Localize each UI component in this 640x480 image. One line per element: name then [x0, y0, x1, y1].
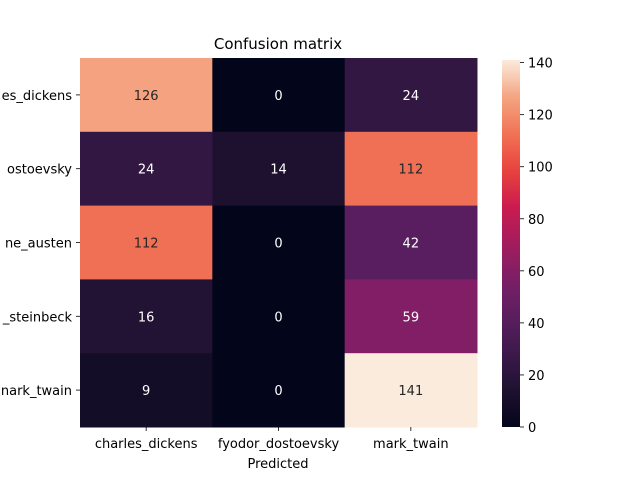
x-tick-label: charles_dickens	[95, 437, 198, 452]
heatmap-cell	[344, 353, 478, 428]
heatmap-cell	[80, 279, 213, 354]
cell-value-label: 0	[274, 237, 282, 252]
heatmap-cell	[80, 353, 213, 428]
colorbar-tick-label: 20	[528, 369, 545, 384]
colorbar-tick-label: 40	[528, 317, 545, 332]
x-axis-label: Predicted	[247, 457, 308, 472]
cell-value-label: 16	[138, 310, 155, 325]
cell-value-label: 112	[134, 237, 159, 252]
heatmap-cell	[80, 131, 213, 207]
x-tick-labels: charles_dickens fyodor_dostoevsky mark_twa…	[95, 427, 449, 452]
cell-value-label: 0	[274, 384, 282, 399]
colorbar-tick-label: 100	[528, 161, 553, 176]
x-tick-label: fyodor_dostoevsky	[218, 437, 340, 452]
heatmap-cell	[212, 353, 346, 428]
y-tick-label: _steinbeck	[2, 310, 73, 325]
heatmap-cells	[80, 58, 478, 428]
colorbar-tick-label: 120	[528, 109, 553, 124]
cell-value-label: 0	[274, 310, 282, 325]
heatmap-cell	[212, 131, 346, 207]
colorbar-tick-label: 140	[528, 57, 553, 72]
heatmap-cell	[212, 205, 346, 280]
heatmap-cell	[80, 58, 213, 133]
heatmap-cell	[212, 58, 346, 133]
cell-value-label: 59	[403, 310, 420, 325]
y-tick-label: ostoevsky	[7, 163, 72, 178]
heatmap-cell-labels: 126 0 24 24 14 112 112 0 42 16 0 59 9 0 141	[134, 89, 423, 399]
y-tick-labels: es_dickens ostoevsky ne_austen _steinbeckna…	[1, 89, 80, 399]
x-tick-label: mark_twain	[373, 437, 449, 452]
cell-value-label: 112	[398, 163, 423, 178]
heatmap-cell	[80, 205, 213, 280]
y-tick-label: ne_austen	[5, 237, 72, 252]
y-tick-label: es_dickens	[2, 89, 73, 104]
colorbar-ticks: 0 20 40 60 80 100 120 140	[520, 57, 553, 436]
cell-value-label: 0	[274, 89, 282, 104]
cell-value-label: 24	[138, 163, 155, 178]
heatmap-cell	[344, 205, 478, 280]
cell-value-label: 9	[142, 384, 150, 399]
y-tick-label: nark_twain	[1, 384, 72, 399]
cell-value-label: 14	[270, 163, 287, 178]
chart-title: Confusion matrix	[214, 35, 342, 53]
heatmap-cell	[344, 279, 478, 354]
cell-value-label: 141	[398, 384, 423, 399]
colorbar-tick-label: 80	[528, 213, 545, 228]
heatmap-cell	[344, 58, 478, 133]
heatmap-cell	[212, 279, 346, 354]
heatmap-cell	[344, 131, 478, 207]
cell-value-label: 126	[134, 89, 159, 104]
colorbar-tick-label: 60	[528, 265, 545, 280]
cell-value-label: 42	[403, 237, 420, 252]
cell-value-label: 24	[403, 89, 420, 104]
colorbar-tick-label: 0	[528, 421, 536, 436]
colorbar	[502, 60, 520, 427]
